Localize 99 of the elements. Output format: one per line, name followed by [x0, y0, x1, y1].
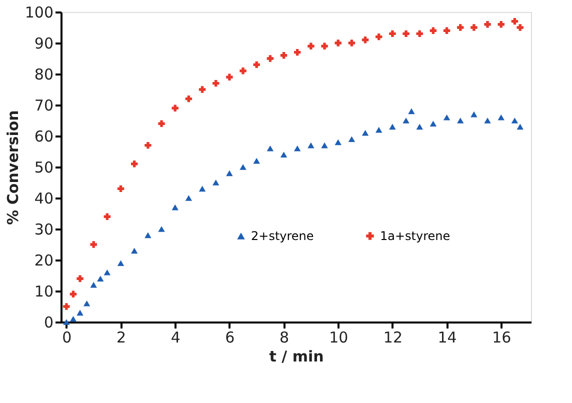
- point: [376, 126, 382, 133]
- point: [511, 18, 518, 25]
- y-tick-label: 20: [34, 252, 54, 270]
- point: [117, 260, 124, 266]
- point: [117, 185, 124, 192]
- x-tick-label: 8: [280, 328, 290, 346]
- point: [253, 61, 260, 68]
- point: [430, 120, 437, 127]
- point: [63, 303, 70, 310]
- point: [212, 80, 220, 87]
- point: [362, 36, 369, 44]
- point: [321, 142, 328, 148]
- y-tick-label: 100: [24, 4, 54, 22]
- point: [70, 290, 77, 298]
- x-tick-label: 4: [170, 328, 180, 346]
- point: [484, 118, 491, 124]
- point: [144, 232, 152, 238]
- point: [226, 170, 233, 176]
- point: [131, 248, 138, 254]
- y-tick-label: 0: [44, 314, 54, 332]
- point: [280, 152, 288, 158]
- point: [402, 30, 410, 38]
- point: [185, 195, 192, 201]
- point: [240, 164, 246, 170]
- point: [185, 95, 192, 102]
- point: [158, 226, 165, 232]
- point: [430, 27, 437, 34]
- y-tick-label: 80: [34, 66, 54, 84]
- point: [457, 118, 464, 124]
- x-tick-label: 12: [383, 328, 402, 346]
- point: [348, 136, 356, 142]
- x-axis-title: t / min: [269, 348, 324, 366]
- x-tick-label: 14: [438, 328, 457, 346]
- point: [104, 213, 111, 220]
- point: [498, 114, 504, 120]
- point: [158, 120, 165, 127]
- point: [348, 40, 356, 46]
- point: [376, 33, 382, 40]
- point: [484, 21, 491, 28]
- point: [76, 275, 84, 282]
- point: [470, 24, 478, 31]
- point: [470, 111, 478, 118]
- x-tick-label: 0: [62, 328, 72, 346]
- y-tick-label: 40: [34, 190, 54, 208]
- point: [70, 316, 77, 322]
- point: [76, 310, 84, 316]
- point: [280, 52, 288, 59]
- y-tick-label: 90: [34, 34, 54, 52]
- point: [90, 282, 97, 288]
- point: [334, 40, 342, 46]
- point: [498, 21, 504, 28]
- point: [131, 160, 138, 168]
- point: [408, 108, 415, 114]
- y-tick-label: 60: [34, 128, 54, 146]
- point: [198, 186, 206, 192]
- point: [389, 124, 396, 130]
- point: [334, 139, 342, 146]
- point: [308, 142, 314, 148]
- point: [511, 118, 518, 124]
- y-axis-title: % Conversion: [4, 110, 22, 225]
- x-tick-label: 2: [116, 328, 126, 346]
- x-tick-label: 6: [225, 328, 235, 346]
- y-tick-label: 50: [34, 158, 54, 176]
- x-tick-label: 16: [492, 328, 512, 346]
- point: [321, 42, 328, 50]
- y-tick-label: 70: [34, 96, 54, 114]
- point: [457, 24, 464, 31]
- point: [416, 30, 423, 38]
- point: [294, 48, 301, 56]
- point: [240, 68, 246, 74]
- point: [294, 145, 301, 152]
- point: [226, 74, 233, 80]
- point: [63, 319, 70, 325]
- point: [308, 42, 314, 50]
- point: [516, 24, 524, 31]
- point: [97, 276, 104, 282]
- point: [402, 118, 410, 124]
- point: [198, 86, 206, 93]
- legend-label: 1a+styrene: [380, 229, 450, 243]
- legend-label: 2+styrene: [251, 229, 314, 243]
- point: [416, 124, 423, 130]
- point: [389, 30, 396, 38]
- point: [90, 241, 97, 248]
- point: [516, 124, 524, 130]
- point: [443, 27, 450, 34]
- point: [212, 180, 220, 186]
- point: [443, 114, 450, 120]
- point: [172, 104, 178, 112]
- point: [253, 158, 260, 164]
- x-tick-label: 10: [329, 328, 348, 346]
- point: [362, 130, 369, 136]
- point: [144, 142, 152, 149]
- point: [266, 55, 274, 62]
- y-tick-label: 10: [34, 282, 54, 300]
- point: [104, 269, 111, 276]
- y-tick-label: 30: [34, 220, 54, 238]
- point: [266, 145, 274, 152]
- point: [83, 300, 90, 306]
- point: [172, 204, 178, 210]
